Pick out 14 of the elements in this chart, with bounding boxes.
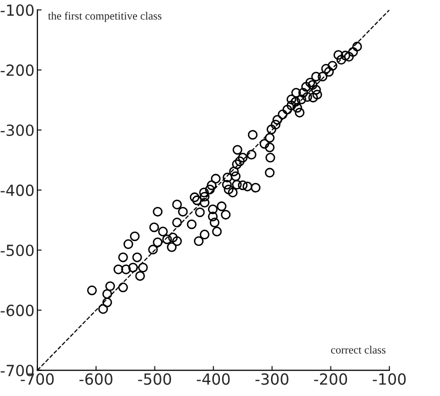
x-tick-label: -200 xyxy=(314,373,348,385)
y-tick-label: -100 xyxy=(0,4,34,16)
y-tick-label: -600 xyxy=(0,304,34,316)
y-tick-label: -200 xyxy=(0,64,34,76)
x-tick-label: -100 xyxy=(372,373,406,385)
y-axis-title: the first competitive class xyxy=(48,12,162,22)
x-tick-label: -500 xyxy=(138,373,172,385)
x-tick-label: -300 xyxy=(255,373,288,385)
x-axis-title: correct class xyxy=(331,346,386,354)
x-tick-label: -400 xyxy=(196,373,230,385)
y-tick-label: -300 xyxy=(0,124,34,136)
y-tick-label: -500 xyxy=(0,244,34,256)
y-tick-label: -400 xyxy=(0,184,34,196)
x-tick-label: -600 xyxy=(79,373,112,385)
